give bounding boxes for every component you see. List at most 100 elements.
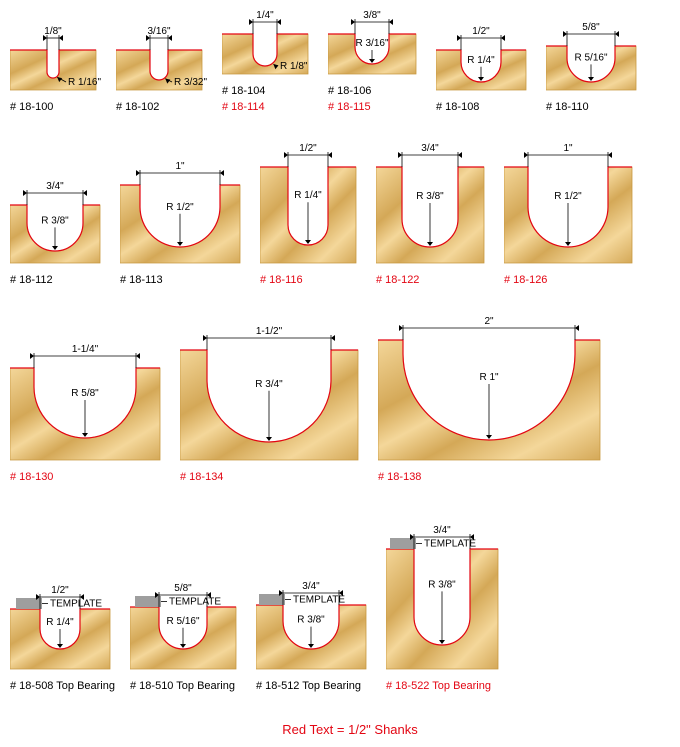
part-number: # 18-508 Top Bearing	[10, 680, 118, 692]
width-dimension: 1/4"	[256, 10, 274, 21]
width-dimension: 2"	[484, 316, 494, 327]
template-label: TEMPLATE	[293, 595, 345, 606]
profile-item: TEMPLATE 3/4" R 3/8" # 18-522 Top Bearing	[386, 513, 506, 692]
width-dimension: 3/4"	[421, 143, 439, 154]
width-dimension: 1-1/4"	[72, 344, 99, 355]
profile-item: 5/8" R 5/16" # 18-110	[546, 22, 644, 113]
part-number: # 18-134	[180, 471, 366, 483]
profile-item: 1" R 1/2" # 18-113	[120, 161, 248, 286]
width-dimension: 1-1/2"	[256, 326, 283, 337]
part-number: # 18-126	[504, 274, 640, 286]
profile-row: TEMPLATE 1/2" R 1/4" # 18-508 Top Bearing T…	[10, 513, 680, 692]
part-number: # 18-512 Top Bearing	[256, 680, 374, 692]
profile-diagram: 1" R 1/2"	[504, 143, 640, 267]
profile-item: TEMPLATE 1/2" R 1/4" # 18-508 Top Bearing	[10, 573, 118, 692]
profile-row: 1/8" R 1/16" # 18-100 3/16" R 3/32" # 18-102…	[10, 10, 680, 113]
width-dimension: 1/2"	[51, 585, 69, 596]
width-dimension: 5/8"	[174, 583, 192, 594]
radius-label: R 3/16"	[355, 38, 388, 49]
template-block	[135, 596, 161, 607]
profile-diagram: TEMPLATE 3/4" R 3/8"	[386, 513, 506, 673]
part-number: # 18-100	[10, 101, 104, 113]
width-dimension: 1/2"	[299, 143, 317, 154]
radius-label: R 5/16"	[574, 52, 607, 63]
part-number: # 18-104	[222, 85, 316, 97]
profile-item: 1/2" R 1/4" # 18-108	[436, 26, 534, 113]
profile-item: 1-1/2" R 3/4" # 18-134	[180, 326, 366, 483]
profile-diagram: 1/8" R 1/16"	[10, 26, 104, 94]
profile-item: 1/8" R 1/16" # 18-100	[10, 26, 104, 113]
template-label: TEMPLATE	[424, 539, 476, 550]
profile-diagram: 3/16" R 3/32"	[116, 26, 210, 94]
width-dimension: 3/4"	[46, 181, 64, 192]
profile-diagram: 1-1/4" R 5/8"	[10, 344, 168, 464]
profile-diagram: 1/2" R 1/4"	[436, 26, 534, 94]
profile-diagram: 1/2" R 1/4"	[260, 143, 364, 267]
profile-diagram: TEMPLATE 1/2" R 1/4"	[10, 573, 118, 673]
profile-diagram: 1" R 1/2"	[120, 161, 248, 267]
radius-label: R 1/2"	[166, 202, 194, 213]
width-dimension: 1"	[563, 143, 573, 154]
radius-label: R 3/8"	[428, 579, 456, 590]
part-number: # 18-110	[546, 101, 644, 113]
profile-item: 3/4" R 3/8" # 18-122	[376, 143, 492, 286]
radius-label: R 3/8"	[41, 215, 69, 226]
part-number: # 18-108	[436, 101, 534, 113]
radius-label: R 1/2"	[554, 191, 582, 202]
profile-item: TEMPLATE 3/4" R 3/8" # 18-512 Top Bearing	[256, 569, 374, 692]
template-label: TEMPLATE	[50, 599, 102, 610]
width-dimension: 1/8"	[44, 26, 62, 37]
profile-diagram: 3/4" R 3/8"	[376, 143, 492, 267]
profile-item: 1-1/4" R 5/8" # 18-130	[10, 344, 168, 483]
part-number: # 18-112	[10, 274, 108, 286]
radius-label: R 1"	[479, 372, 499, 383]
radius-label: R 1/4"	[294, 190, 322, 201]
template-block	[259, 594, 285, 605]
width-dimension: 3/4"	[433, 525, 451, 536]
radius-label: R 1/4"	[46, 617, 74, 628]
width-dimension: 3/16"	[147, 26, 170, 37]
profile-diagram: 3/8" R 3/16"	[328, 10, 424, 78]
profile-item: 2" R 1" # 18-138	[378, 316, 608, 483]
part-number-alt: # 18-114	[222, 101, 316, 113]
part-number: # 18-122	[376, 274, 492, 286]
part-number-alt: # 18-115	[328, 101, 424, 113]
profile-item: 1" R 1/2" # 18-126	[504, 143, 640, 286]
radius-label: R 3/32"	[174, 77, 207, 88]
part-number: # 18-130	[10, 471, 168, 483]
width-dimension: 1/2"	[472, 26, 490, 37]
profile-diagram: 2" R 1"	[378, 316, 608, 464]
part-number: # 18-510 Top Bearing	[130, 680, 244, 692]
width-dimension: 5/8"	[582, 22, 600, 33]
radius-label: R 1/4"	[467, 55, 495, 66]
part-number: # 18-106	[328, 85, 424, 97]
profile-item: 1/2" R 1/4" # 18-116	[260, 143, 364, 286]
part-number: # 18-522 Top Bearing	[386, 680, 506, 692]
profile-diagram: TEMPLATE 3/4" R 3/8"	[256, 569, 374, 673]
width-dimension: 3/8"	[363, 10, 381, 21]
radius-label: R 1/16"	[68, 77, 101, 88]
profile-diagram: 3/4" R 3/8"	[10, 181, 108, 267]
part-number: # 18-113	[120, 274, 248, 286]
width-dimension: 3/4"	[302, 581, 320, 592]
radius-label: R 5/16"	[166, 616, 199, 627]
width-dimension: 1"	[175, 161, 185, 172]
part-number: # 18-138	[378, 471, 608, 483]
part-number: # 18-116	[260, 274, 364, 286]
radius-label: R 3/8"	[297, 615, 325, 626]
profile-item: 3/4" R 3/8" # 18-112	[10, 181, 108, 286]
profile-item: 3/8" R 3/16" # 18-106 # 18-115	[328, 10, 424, 113]
template-label: TEMPLATE	[169, 597, 221, 608]
radius-label: R 1/8"	[280, 61, 308, 72]
footer-note: Red Text = 1/2" Shanks	[10, 722, 680, 737]
profile-diagram: TEMPLATE 5/8" R 5/16"	[130, 571, 244, 673]
profile-diagram: 1/4" R 1/8"	[222, 10, 316, 78]
profile-item: TEMPLATE 5/8" R 5/16" # 18-510 Top Bearing	[130, 571, 244, 692]
radius-label: R 5/8"	[71, 388, 99, 399]
part-number: # 18-102	[116, 101, 210, 113]
radius-label: R 3/8"	[416, 191, 444, 202]
radius-label: R 3/4"	[255, 379, 283, 390]
template-block	[390, 538, 416, 549]
profile-row: 1-1/4" R 5/8" # 18-130 1-1/2" R 3/4" # 18-13…	[10, 316, 680, 483]
profile-item: 1/4" R 1/8" # 18-104 # 18-114	[222, 10, 316, 113]
